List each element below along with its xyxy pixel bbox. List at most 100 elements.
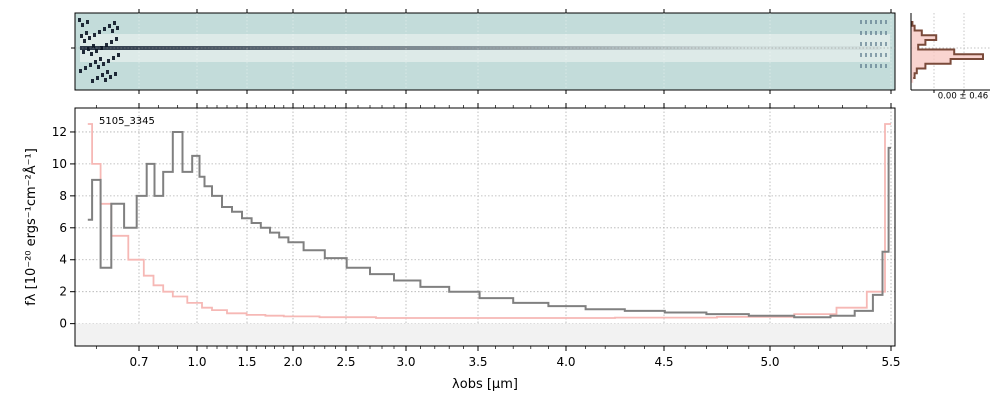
noise-pixel — [870, 53, 872, 57]
noise-pixel — [79, 69, 82, 73]
trace-segment — [860, 46, 870, 50]
ytick-label-12: 12 — [52, 125, 67, 139]
noise-pixel — [82, 50, 85, 54]
ytick-label-6: 6 — [59, 221, 67, 235]
noise-pixel — [107, 59, 110, 63]
trace-segment — [730, 46, 740, 50]
noise-pixel — [116, 26, 119, 30]
noise-pixel — [97, 65, 100, 69]
trace-segment — [100, 46, 110, 50]
noise-pixel — [89, 63, 92, 67]
ytick-label-4: 4 — [59, 253, 67, 267]
trace-segment — [640, 46, 650, 50]
trace-segment — [150, 46, 160, 50]
spectrum-2d-frame — [74, 12, 896, 91]
profile-tick-label: 0.00 ± 0.46 — [938, 92, 988, 102]
trace-segment — [710, 46, 720, 50]
xtick-label-5.5: 5.5 — [881, 355, 900, 369]
xtick-label-5.0: 5.0 — [760, 355, 779, 369]
series-model-line — [87, 123, 891, 319]
spectrum-1d-grid — [75, 108, 895, 346]
noise-pixel — [85, 31, 88, 35]
trace-segment — [230, 46, 240, 50]
noise-pixel — [84, 66, 87, 70]
noise-pixel — [115, 37, 118, 41]
xtick-label-4.0: 4.0 — [556, 355, 575, 369]
noise-pixel — [870, 20, 872, 24]
xtick-label-0.7: 0.7 — [129, 355, 148, 369]
trace-segment — [590, 46, 600, 50]
xtick-label-2.0: 2.0 — [283, 355, 302, 369]
noise-pixel — [110, 40, 113, 44]
spectrum-2d-panel — [71, 9, 896, 94]
noise-pixel — [865, 53, 867, 57]
ytick-label-8: 8 — [59, 189, 67, 203]
noise-pixel — [112, 56, 115, 60]
noise-pixel — [102, 62, 105, 66]
xtick-label-2.5: 2.5 — [336, 355, 355, 369]
xtick-label-1.5: 1.5 — [237, 355, 256, 369]
noise-pixel — [860, 42, 862, 46]
noise-pixel — [880, 42, 882, 46]
trace-segment — [520, 46, 530, 50]
noise-pixel — [86, 20, 89, 24]
object-annotation: 5105_3345 — [99, 116, 155, 127]
noise-pixel — [880, 53, 882, 57]
noise-pixel — [865, 42, 867, 46]
spectrum-1d-ticks: 0.7 1.0 1.5 2.0 2.5 3.0 3.5 4.0 4.5 5.0 5.5 0 2 4 6 8 10… — [52, 103, 901, 369]
noise-pixel — [91, 79, 94, 83]
noise-pixel — [105, 43, 108, 47]
trace-segment — [650, 46, 660, 50]
trace-segment — [170, 46, 180, 50]
trace-segment — [870, 46, 880, 50]
trace-segment — [220, 46, 230, 50]
noise-pixel — [885, 31, 887, 35]
noise-pixel — [111, 29, 114, 33]
noise-pixel — [99, 57, 102, 61]
trace-segment — [240, 46, 250, 50]
trace-segment — [720, 46, 730, 50]
noise-pixel — [875, 20, 877, 24]
ytick-label-2: 2 — [59, 285, 67, 299]
noise-pixel — [860, 53, 862, 57]
noise-pixel — [80, 34, 83, 38]
noise-pixel — [92, 44, 95, 48]
trace-segment — [580, 46, 590, 50]
x-axis-label: λobs [μm] — [452, 377, 518, 392]
noise-pixel — [880, 64, 882, 68]
noise-pixel — [885, 53, 887, 57]
noise-pixel — [87, 47, 90, 51]
xtick-label-3.0: 3.0 — [396, 355, 415, 369]
trace-segment — [510, 46, 520, 50]
trace-segment — [300, 46, 310, 50]
noise-pixel — [83, 39, 86, 43]
zero-band — [75, 323, 895, 346]
noise-pixel — [865, 64, 867, 68]
series-data-line — [87, 131, 891, 319]
noise-pixel — [875, 31, 877, 35]
noise-pixel — [875, 42, 877, 46]
trace-segment — [160, 46, 170, 50]
noise-pixel — [78, 18, 81, 22]
noise-pixel — [865, 20, 867, 24]
noise-pixel — [90, 52, 93, 56]
trace-segment — [660, 46, 670, 50]
trace-segment — [370, 46, 380, 50]
noise-pixel — [98, 30, 101, 34]
trace-segment — [850, 46, 860, 50]
profile-line — [911, 21, 984, 79]
trace-segment — [780, 46, 790, 50]
noise-pixel — [103, 27, 106, 31]
profile-fill — [911, 21, 983, 83]
trace-segment — [380, 46, 390, 50]
trace-segment — [430, 46, 440, 50]
noise-pixel — [81, 23, 84, 27]
noise-pixel — [101, 73, 104, 77]
y-axis-label: fλ [10⁻²⁰ ergs⁻¹cm⁻²Å⁻¹] — [23, 148, 39, 306]
trace-segment — [440, 46, 450, 50]
trace-segment — [450, 46, 460, 50]
trace-segment — [80, 46, 90, 50]
noise-pixel — [860, 64, 862, 68]
noise-pixel — [885, 64, 887, 68]
